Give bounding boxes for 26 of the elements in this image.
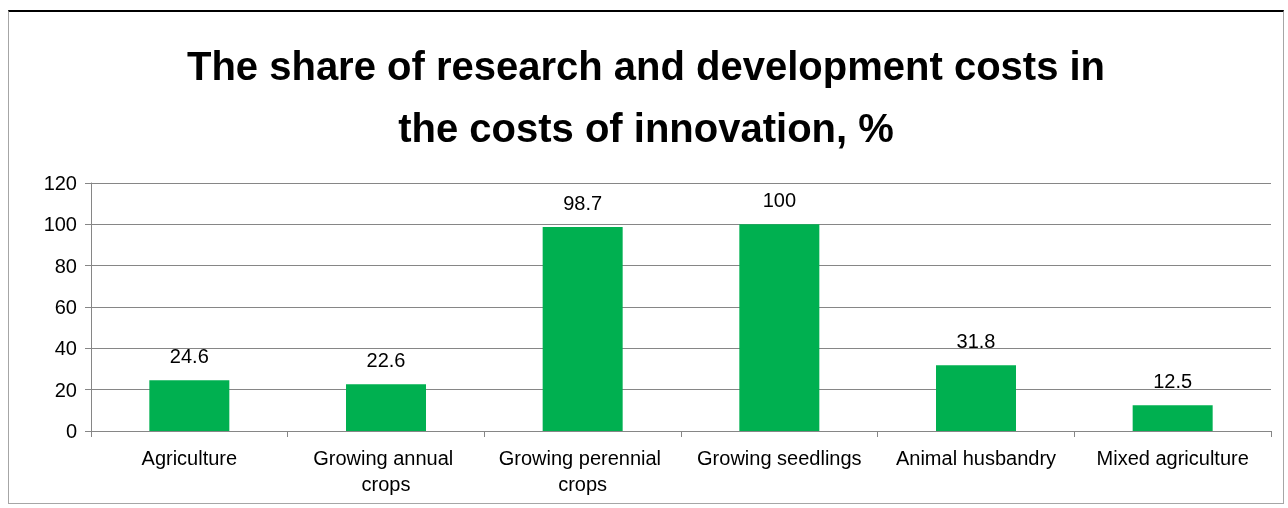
bar xyxy=(542,227,623,431)
bar xyxy=(739,224,820,431)
y-tick-label: 20 xyxy=(54,378,77,401)
y-tick-label: 120 xyxy=(43,172,77,194)
x-tick-label: Growing seedlings xyxy=(697,447,862,469)
y-tick-label: 60 xyxy=(54,296,77,318)
data-label: 100 xyxy=(762,189,797,212)
chart-title: The share of research and development costs in the costs of innovation, % xyxy=(186,44,1106,150)
data-label: 31.8 xyxy=(956,330,996,353)
bar xyxy=(149,380,230,431)
y-tick-label: 0 xyxy=(65,420,77,442)
data-label: 24.6 xyxy=(169,345,209,368)
bar xyxy=(346,384,426,431)
y-tick-label: 40 xyxy=(54,337,77,360)
bar xyxy=(936,365,1016,431)
y-tick-label: 80 xyxy=(54,254,77,277)
x-tick-label: Mixed agriculture xyxy=(1096,447,1249,469)
x-tick-label: Animal husbandry xyxy=(895,447,1057,469)
x-tick-label: Agriculture xyxy=(141,447,238,469)
bar xyxy=(1132,405,1213,431)
data-label: 22.6 xyxy=(366,349,406,372)
x-tick-label: Growing perennial crops xyxy=(498,447,667,495)
x-tick-label: Growing annual crops xyxy=(313,447,459,495)
data-label: 98.7 xyxy=(563,192,603,215)
y-tick-label: 100 xyxy=(43,213,77,236)
data-label: 12.5 xyxy=(1153,370,1193,393)
